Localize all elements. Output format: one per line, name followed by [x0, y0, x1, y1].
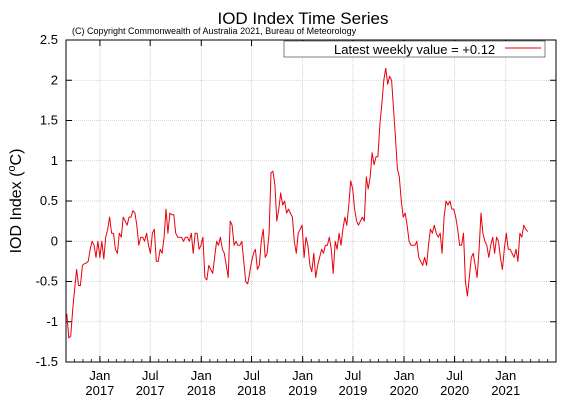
y-tick-label: -1: [46, 314, 58, 329]
x-tick-year: 2017: [85, 383, 114, 398]
y-tick-label: 2: [51, 72, 58, 87]
legend-box: [283, 40, 546, 58]
grid-lines: [66, 40, 556, 362]
y-tick-label: 1.5: [40, 113, 58, 128]
x-tick-year: 2020: [390, 383, 419, 398]
y-tick-label: -0.5: [36, 274, 58, 289]
y-tick-label: 0.5: [40, 193, 58, 208]
x-tick-year: 2019: [288, 383, 317, 398]
y-tick-label: 0: [51, 233, 58, 248]
y-tick-label: -1.5: [36, 354, 58, 369]
x-tick-year: 2020: [440, 383, 469, 398]
x-axis-ticks: Jan2017Jul2017Jan2018Jul2018Jan2019Jul20…: [65, 40, 557, 398]
x-tick-month: Jan: [89, 368, 110, 383]
x-tick-year: 2018: [187, 383, 216, 398]
legend: Latest weekly value = +0.12: [283, 40, 546, 58]
x-tick-month: Jul: [243, 368, 260, 383]
x-tick-year: 2018: [237, 383, 266, 398]
x-tick-month: Jan: [495, 368, 516, 383]
y-axis-ticks: -1.5 -1 -0.5 0 0.5 1 1.5 2 2.5: [36, 32, 556, 369]
x-tick-year: 2019: [338, 383, 367, 398]
x-tick-month: Jan: [394, 368, 415, 383]
chart-title: IOD Index Time Series: [217, 9, 388, 28]
plot-frame: [65, 39, 557, 363]
legend-label: Latest weekly value = +0.12: [334, 42, 495, 57]
y-tick-label: 2.5: [40, 32, 58, 47]
iod-series-line: [66, 67, 529, 339]
x-tick-year: 2021: [491, 383, 520, 398]
y-axis-label: IOD Index (oC): [6, 149, 25, 254]
x-tick-month: Jan: [292, 368, 313, 383]
x-tick-year: 2017: [136, 383, 165, 398]
x-tick-month: Jul: [345, 368, 362, 383]
x-tick-month: Jul: [142, 368, 159, 383]
x-tick-month: Jul: [446, 368, 463, 383]
x-tick-month: Jan: [191, 368, 212, 383]
chart-subtitle: (C) Copyright Commonwealth of Australia …: [72, 26, 357, 36]
y-tick-label: 1: [51, 153, 58, 168]
